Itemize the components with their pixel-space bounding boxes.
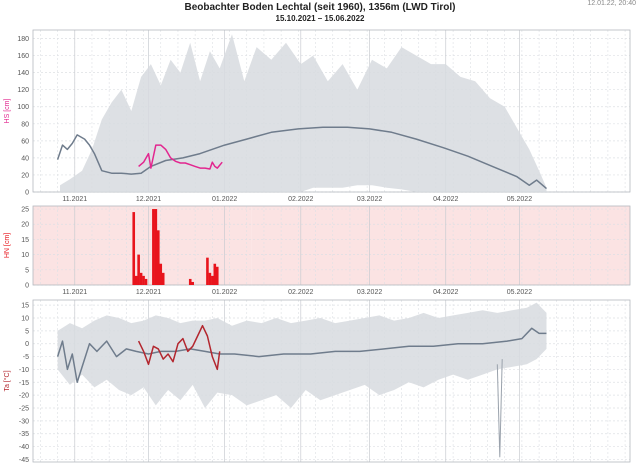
hn-bar: [211, 275, 214, 285]
timestamp: 12.01.22, 20:40: [587, 0, 636, 7]
y-tick-label: 15: [21, 303, 29, 310]
x-tick-label: 04.2022: [433, 196, 458, 203]
y-axis-label: Ta [°C]: [3, 370, 11, 391]
hn-bar: [206, 257, 209, 285]
y-axis-label: HS [cm]: [4, 99, 11, 124]
y-tick-label: 120: [17, 87, 29, 94]
y-tick-label: 100: [17, 104, 29, 111]
x-tick-label: 12.2021: [136, 289, 161, 296]
x-tick-label: 12.2021: [136, 196, 161, 203]
hn-bar: [191, 281, 194, 285]
hn-panel: 0 5 10 15 20 25 11.2021 12.2021 01.2022 02.2022 03…: [4, 205, 631, 296]
x-tick-label: 01.2022: [212, 196, 237, 203]
observed-line: [137, 324, 221, 371]
y-tick-label: 0: [25, 283, 29, 290]
hn-bar: [132, 212, 136, 285]
hn-bar: [156, 230, 160, 285]
plot-frame: [32, 299, 631, 463]
y-tick-label: -5: [23, 354, 29, 361]
plot-frame: [32, 205, 631, 286]
x-tick-label: 05.2022: [507, 289, 532, 296]
y-tick-label: 20: [21, 172, 29, 179]
range-band: [57, 302, 547, 408]
hn-bar: [154, 209, 158, 285]
y-tick-label: 0: [25, 341, 29, 348]
y-tick-label: 60: [21, 138, 29, 145]
hn-bar: [215, 266, 219, 285]
y-tick-label: 10: [21, 316, 29, 323]
future-region: [251, 206, 630, 285]
y-tick-label: 40: [21, 155, 29, 162]
hn-bar: [144, 278, 148, 285]
median-line: [56, 126, 547, 190]
range-band: [60, 34, 547, 192]
y-tick-label: 160: [17, 53, 29, 60]
y-tick-label: 10: [21, 252, 29, 259]
chart-subtitle: 15.10.2021 – 15.06.2022: [275, 14, 365, 23]
y-tick-label: 5: [25, 267, 29, 274]
hn-bar: [142, 275, 145, 285]
y-tick-label: -30: [19, 418, 29, 425]
y-tick-label: -45: [19, 457, 29, 464]
y-axis-label: HN [cm]: [4, 233, 11, 258]
y-tick-label: 140: [17, 70, 29, 77]
hn-bar: [188, 278, 192, 285]
x-tick-label: 02.2022: [288, 289, 313, 296]
y-tick-label: -10: [19, 367, 29, 374]
hn-bar: [208, 272, 212, 285]
median-line: [56, 327, 547, 384]
x-tick-label: 01.2022: [212, 289, 237, 296]
y-tick-label: 5: [25, 328, 29, 335]
x-tick-label: 02.2022: [288, 196, 313, 203]
ta-panel: 15 10 5 0 -5 -10 -15 -20 -25 -30 -35 -40 -45 Ta [°C]: [3, 299, 631, 464]
hn-bar: [161, 272, 165, 285]
hn-bar: [134, 275, 138, 285]
y-tick-label: -40: [19, 444, 29, 451]
hn-bar: [159, 263, 163, 285]
hn-bar: [139, 272, 143, 285]
y-tick-label: -20: [19, 393, 29, 400]
x-tick-label: 03.2022: [357, 289, 382, 296]
y-tick-label: -35: [19, 431, 29, 438]
plot-frame: [32, 29, 631, 193]
x-tick-label: 11.2021: [62, 196, 87, 203]
y-tick-label: 25: [21, 207, 29, 214]
x-tick-label: 03.2022: [357, 196, 382, 203]
y-tick-label: 80: [21, 121, 29, 128]
y-tick-label: -15: [19, 380, 29, 387]
chart-title: Beobachter Boden Lechtal (seit 1960), 13…: [184, 2, 456, 13]
hn-bar: [137, 254, 140, 285]
x-tick-label: 05.2022: [507, 196, 532, 203]
y-tick-label: 180: [17, 36, 29, 43]
x-tick-label: 11.2021: [62, 289, 87, 296]
hn-bar: [213, 263, 217, 285]
hs-panel: 0 20 40 60 80 100 120 140 160 180 11.2021 12.2021 01…: [4, 29, 631, 203]
spike-line: [496, 359, 503, 458]
x-tick-label: 04.2022: [433, 289, 458, 296]
observed-line: [138, 144, 223, 170]
y-tick-label: 15: [21, 237, 29, 244]
y-tick-label: 0: [25, 190, 29, 197]
y-tick-label: -25: [19, 406, 29, 413]
hn-bar: [152, 209, 155, 285]
y-tick-label: 20: [21, 222, 29, 229]
